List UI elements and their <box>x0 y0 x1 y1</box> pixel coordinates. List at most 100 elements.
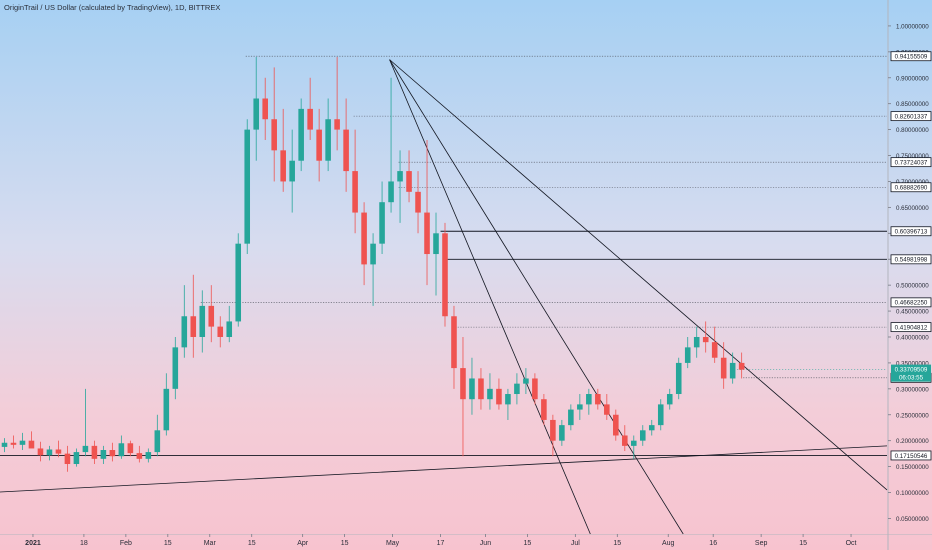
candle-down <box>10 442 17 445</box>
candle-down <box>532 378 538 400</box>
x-tick-label: 18 <box>80 540 88 547</box>
x-tick-label: Aug <box>662 540 675 547</box>
x-tick-label: Oct <box>846 540 857 547</box>
candle-down <box>271 119 277 151</box>
y-tick-label: 0.80000000 <box>896 127 929 134</box>
candle-up <box>154 430 161 453</box>
level-price-tag <box>890 254 932 265</box>
level-price-label: 0.46682250 <box>895 300 928 307</box>
candle-up <box>181 316 188 348</box>
level-price-tag <box>890 157 932 168</box>
candle-down <box>424 212 430 255</box>
trend-line <box>389 59 591 535</box>
level-price-label: 0.68882690 <box>895 185 928 192</box>
trend-line <box>389 59 888 491</box>
candle-down <box>91 445 98 459</box>
candle-up <box>514 383 520 395</box>
candle-up <box>729 362 736 379</box>
candle-up <box>505 394 511 405</box>
candle-down <box>190 316 197 337</box>
candle-down <box>604 404 610 415</box>
candle-up <box>684 347 691 363</box>
candle-up <box>568 409 574 426</box>
candle-down <box>711 342 718 358</box>
x-tick-label: 15 <box>248 540 256 547</box>
x-tick-label: Sep <box>755 540 768 547</box>
candle-up <box>397 171 403 182</box>
candle-up <box>46 449 53 456</box>
x-tick-label: 17 <box>437 540 445 547</box>
candle-up <box>666 394 673 405</box>
candle-down <box>352 171 358 213</box>
candle-up <box>244 129 251 244</box>
candle-up <box>73 452 80 465</box>
x-tick-label: 15 <box>341 540 349 547</box>
candle-down <box>262 98 268 120</box>
current-price-label: 0.33709509 <box>895 367 928 374</box>
candle-up <box>693 336 700 348</box>
level-price-label: 0.17150546 <box>895 453 928 460</box>
candle-down <box>208 305 215 327</box>
x-tick-label: 15 <box>613 540 621 547</box>
candle-up <box>559 425 565 441</box>
candle-down <box>28 440 35 449</box>
level-price-label: 0.82601337 <box>895 114 928 121</box>
y-tick-label: 0.35000000 <box>896 360 929 367</box>
y-tick-label: 1.00000000 <box>896 23 929 30</box>
y-tick-label: 0.15000000 <box>896 464 929 471</box>
candle-down <box>136 453 143 459</box>
candle-up <box>163 388 170 431</box>
x-tick-label: 16 <box>709 540 717 547</box>
candle-down <box>720 357 727 379</box>
chart-title: OriginTrail / US Dollar (calculated by T… <box>4 3 221 12</box>
candle-down <box>55 449 62 454</box>
x-tick-label: Mar <box>204 540 217 547</box>
candle-up <box>145 452 152 459</box>
candle-down <box>541 399 547 420</box>
candle-up <box>19 440 26 445</box>
candle-up <box>630 440 637 446</box>
candle-up <box>118 443 125 457</box>
candle-down <box>343 129 349 172</box>
trend-line <box>0 445 888 493</box>
candle-down <box>460 368 466 400</box>
candle-up <box>577 404 583 410</box>
level-price-tag <box>890 297 932 308</box>
y-tick-label: 0.20000000 <box>896 438 929 445</box>
trend-line <box>389 59 684 535</box>
candle-down <box>217 326 224 337</box>
level-price-label: 0.54981998 <box>895 257 928 264</box>
level-price-label: 0.94155509 <box>895 54 928 61</box>
y-tick-label: 0.45000000 <box>896 309 929 316</box>
candle-up <box>657 404 664 426</box>
candle-up <box>523 378 529 384</box>
candle-down <box>280 150 286 182</box>
candle-down <box>316 129 322 161</box>
y-tick-label: 0.30000000 <box>896 386 929 393</box>
y-tick-label: 0.85000000 <box>896 101 929 108</box>
candle-up <box>199 305 206 337</box>
x-tick-label: May <box>386 540 400 547</box>
candle-up <box>289 160 295 182</box>
candle-up <box>586 394 592 405</box>
y-tick-label: 0.40000000 <box>896 334 929 341</box>
candle-down <box>738 362 745 370</box>
candle-down <box>37 448 44 456</box>
candle-up <box>325 119 331 161</box>
candle-down <box>406 171 412 192</box>
candle-up <box>226 321 233 337</box>
candle-up <box>100 450 107 459</box>
candle-up <box>370 243 376 265</box>
y-tick-label: 0.10000000 <box>896 490 929 497</box>
candle-down <box>64 453 71 465</box>
candle-down <box>613 414 619 436</box>
candle-down <box>361 212 367 265</box>
y-tick-label: 0.75000000 <box>896 153 929 160</box>
x-tick-label: 15 <box>164 540 172 547</box>
candle-down <box>442 233 448 317</box>
y-tick-label: 0.50000000 <box>896 283 929 290</box>
candle-up <box>469 378 475 400</box>
candle-down <box>595 394 601 405</box>
